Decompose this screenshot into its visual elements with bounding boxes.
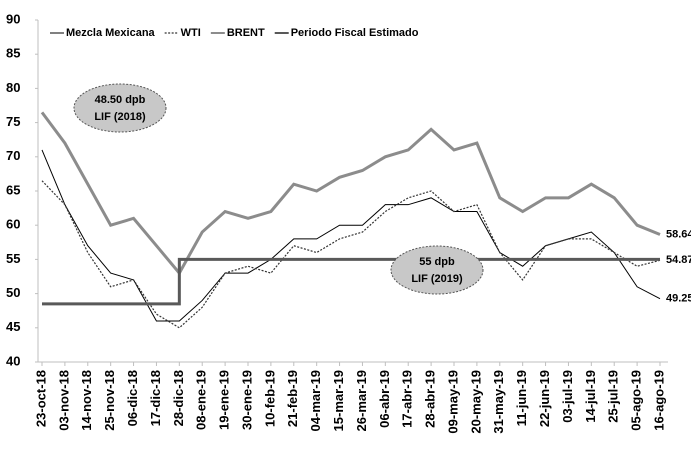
x-tick-label: 30-ene-19: [239, 370, 254, 430]
annotation-text: LIF (2019): [411, 273, 463, 285]
y-tick-label: 75: [6, 114, 20, 129]
x-tick-label: 25-nov-18: [102, 370, 117, 431]
x-tick-label: 08-ene-19: [194, 370, 209, 430]
y-tick-label: 40: [6, 353, 20, 368]
legend-label: Mezcla Mexicana: [66, 27, 156, 39]
x-tick-label: 03-jul-19: [560, 370, 575, 423]
x-tick-label: 22-jun-19: [537, 370, 552, 427]
y-tick-label: 80: [6, 80, 20, 95]
x-tick-label: 26-mar-19: [354, 370, 369, 431]
x-tick-label: 03-nov-18: [56, 370, 71, 431]
series-line: [41, 149, 661, 322]
y-tick-label: 55: [6, 251, 20, 266]
series-line: [42, 257, 660, 306]
x-tick-label: 20-may-19: [468, 370, 483, 434]
end-label: 54.87: [666, 254, 691, 266]
x-tick-label: 31-may-19: [491, 370, 506, 434]
y-tick-label: 90: [6, 11, 20, 26]
annotation-text: LIF (2018): [94, 111, 146, 123]
annotation-bubble: [73, 83, 167, 133]
x-tick-label: 09-may-19: [445, 370, 460, 434]
y-tick-label: 85: [6, 46, 20, 61]
x-tick-label: 16-ago-19: [651, 370, 666, 431]
x-tick-label: 28-abr-19: [423, 370, 438, 428]
x-tick-label: 25-jul-19: [606, 370, 621, 423]
x-tick-label: 17-abr-19: [400, 370, 415, 428]
series-line: [40, 111, 661, 276]
x-tick-label: 15-mar-19: [331, 370, 346, 431]
y-tick-label: 45: [6, 319, 20, 334]
annotation-text: 55 dpb: [419, 256, 455, 268]
y-tick-label: 50: [6, 285, 20, 300]
x-tick-label: 23-oct-18: [33, 370, 48, 427]
x-tick-label: 11-jun-19: [514, 370, 529, 426]
x-tick-label: 04-mar-19: [308, 370, 323, 431]
x-tick-label: 28-dic-18: [171, 370, 186, 426]
x-tick-label: 17-dic-18: [148, 370, 163, 426]
end-label: 49.25: [666, 293, 691, 305]
legend-label: Periodo Fiscal Estimado: [291, 27, 419, 39]
x-tick-label: 10-feb-19: [262, 370, 277, 427]
x-tick-label: 05-ago-19: [629, 370, 644, 431]
x-tick-label: 19-ene-19: [217, 370, 232, 430]
x-tick-label: 06-abr-19: [377, 370, 392, 428]
legend-label: BRENT: [227, 27, 265, 39]
x-tick-label: 14-nov-18: [79, 370, 94, 431]
annotation-text: 48.50 dpb: [95, 94, 146, 106]
end-label: 58.64: [666, 228, 691, 240]
y-tick-label: 65: [6, 182, 20, 197]
legend-label: WTI: [181, 27, 201, 39]
x-tick-label: 06-dic-18: [125, 370, 140, 426]
annotation-bubble: [390, 245, 484, 295]
y-tick-label: 70: [6, 148, 20, 163]
x-tick-label: 21-feb-19: [285, 370, 300, 427]
series-line: [41, 180, 661, 329]
y-tick-label: 60: [6, 217, 20, 232]
x-tick-label: 14-jul-19: [583, 370, 598, 423]
